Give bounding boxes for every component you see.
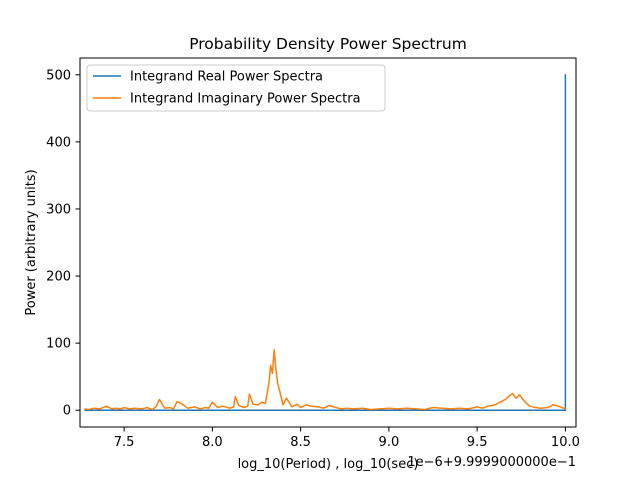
y-tick-label: 100 (46, 337, 71, 352)
series-line-1 (84, 349, 567, 411)
x-axis-offset-text: 1e−6+9.9999000000e−1 (407, 455, 576, 470)
y-tick-label: 200 (46, 270, 71, 285)
x-tick-label: 9.5 (467, 435, 488, 450)
y-axis-label: Power (arbitrary units) (24, 169, 39, 315)
legend-box (86, 64, 386, 112)
legend-label-0: Integrand Real Power Spectra (130, 70, 323, 85)
x-tick-label: 9.0 (379, 435, 400, 450)
y-tick-label: 400 (46, 135, 71, 150)
x-axis: 7.5 8.0 8.5 9.0 9.5 10.0 (114, 427, 580, 450)
chart-title: Probability Density Power Spectrum (189, 35, 467, 53)
y-axis: 0 100 200 300 400 500 (46, 68, 80, 419)
x-tick-label: 8.0 (202, 435, 223, 450)
x-tick-label: 10.0 (551, 435, 580, 450)
y-tick-label: 0 (63, 404, 71, 419)
y-tick-label: 300 (46, 202, 71, 217)
series-layer (84, 74, 567, 411)
legend: Integrand Real Power Spectra Integrand Im… (86, 64, 386, 112)
x-tick-label: 8.5 (290, 435, 311, 450)
y-tick-label: 500 (46, 68, 71, 83)
x-tick-label: 7.5 (114, 435, 135, 450)
series-line-0 (84, 74, 567, 411)
legend-label-1: Integrand Imaginary Power Spectra (130, 92, 361, 107)
x-axis-label: log_10(Period) , log_10(sec) (238, 457, 419, 472)
axes-frame (79, 57, 577, 428)
